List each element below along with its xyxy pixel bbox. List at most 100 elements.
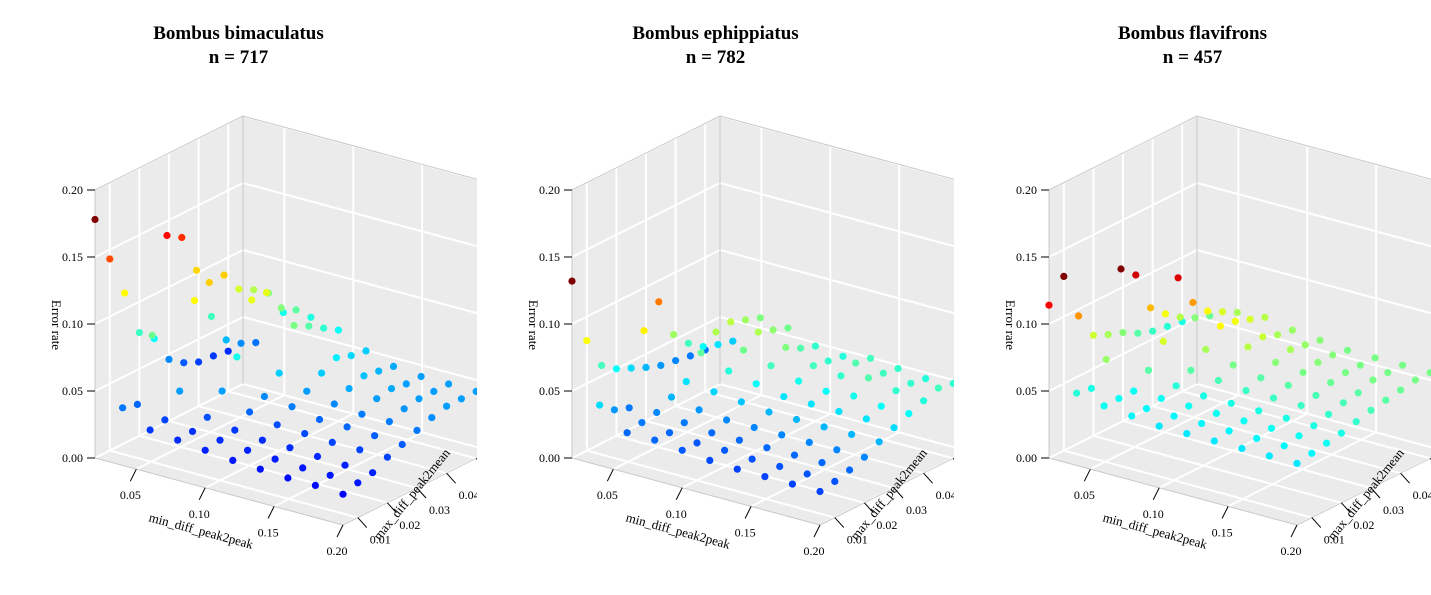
data-point xyxy=(1163,322,1171,330)
data-point xyxy=(846,466,854,474)
data-point xyxy=(1301,341,1309,349)
data-point xyxy=(1274,331,1282,339)
data-point xyxy=(1189,298,1197,307)
data-point xyxy=(750,423,758,432)
gridline xyxy=(1122,420,1372,489)
gridline xyxy=(719,316,954,382)
data-point xyxy=(672,357,680,365)
data-point xyxy=(1172,382,1180,390)
x-tick-label: 0.10 xyxy=(1143,507,1164,521)
data-point xyxy=(907,379,915,387)
data-point xyxy=(1155,422,1163,430)
x-tick xyxy=(198,487,206,501)
data-point xyxy=(347,352,355,360)
data-point xyxy=(292,306,300,314)
x-tick xyxy=(813,524,821,538)
data-point xyxy=(402,380,410,388)
data-point xyxy=(1075,312,1083,320)
data-point xyxy=(568,277,576,285)
data-point xyxy=(934,384,942,392)
gridline xyxy=(719,383,954,449)
y-tick-label: 0.04 xyxy=(459,488,477,502)
z-tick-label: 0.10 xyxy=(1016,317,1037,331)
y-tick xyxy=(357,517,368,528)
data-point xyxy=(877,402,885,410)
x-tick xyxy=(1290,524,1298,538)
chart-title: Bombus ephippiatus n = 782 xyxy=(477,22,954,70)
y-tick-label: 0.03 xyxy=(1383,503,1404,517)
data-point xyxy=(178,233,186,242)
data-point xyxy=(1218,308,1227,316)
data-point xyxy=(176,387,184,395)
data-point xyxy=(706,456,714,464)
data-point xyxy=(389,362,398,370)
data-point xyxy=(135,329,143,337)
data-point xyxy=(1102,355,1110,364)
data-point xyxy=(1144,366,1153,374)
data-point xyxy=(320,324,328,332)
data-point xyxy=(920,397,928,405)
data-point xyxy=(776,462,784,471)
data-point xyxy=(837,372,845,380)
species-title: Bombus flavifrons xyxy=(1117,23,1268,44)
data-point xyxy=(1246,315,1254,323)
data-point xyxy=(1411,376,1419,384)
data-point xyxy=(1225,427,1233,435)
gridline xyxy=(242,182,477,248)
z-axis-label: Error rate xyxy=(526,300,541,350)
data-point xyxy=(188,427,197,435)
data-point xyxy=(1130,387,1138,395)
data-point xyxy=(1265,452,1273,460)
box-edge xyxy=(1048,457,1298,526)
data-point xyxy=(358,410,366,418)
y-tick xyxy=(416,487,427,499)
gridline xyxy=(586,449,836,519)
data-point xyxy=(708,429,716,437)
z-axis-label: Error rate xyxy=(1003,300,1018,350)
gridline xyxy=(571,182,721,258)
data-point xyxy=(1312,391,1320,399)
data-point xyxy=(430,387,438,395)
data-point xyxy=(1128,412,1136,420)
data-point xyxy=(209,352,217,360)
x-tick-label: 0.15 xyxy=(258,525,279,539)
data-point xyxy=(1198,419,1206,428)
data-point xyxy=(723,416,731,424)
y-tick xyxy=(834,517,845,528)
y-tick xyxy=(1341,502,1351,514)
gridline xyxy=(1196,383,1431,449)
data-point xyxy=(598,361,606,370)
data-point xyxy=(203,413,211,421)
z-tick-label: 0.05 xyxy=(1016,384,1037,398)
data-point xyxy=(106,255,114,263)
data-point xyxy=(610,406,618,414)
data-point xyxy=(262,289,271,297)
data-point xyxy=(1229,361,1237,369)
z-tick-label: 0.15 xyxy=(62,250,83,264)
x-tick xyxy=(606,468,614,482)
data-point xyxy=(596,401,604,409)
data-point xyxy=(1214,376,1222,385)
data-point xyxy=(133,400,141,408)
data-point xyxy=(1325,410,1333,418)
data-point xyxy=(1341,369,1350,377)
data-point xyxy=(371,432,379,440)
data-point xyxy=(1087,384,1095,392)
data-point xyxy=(326,471,334,479)
x-tick-label: 0.10 xyxy=(189,507,210,521)
data-point xyxy=(1343,346,1352,354)
data-point xyxy=(457,395,465,403)
x-tick-label: 0.15 xyxy=(1212,525,1233,539)
gridline xyxy=(719,249,954,315)
data-point xyxy=(220,271,228,279)
data-point xyxy=(695,406,703,414)
box-edge xyxy=(242,115,477,180)
data-point xyxy=(1210,437,1218,445)
data-point xyxy=(193,266,201,274)
data-point xyxy=(1356,361,1364,369)
data-point xyxy=(670,331,678,339)
chart-panel-2: Bombus ephippiatus n = 782 0.00 0.05 0.10 0… xyxy=(477,0,954,595)
data-point xyxy=(1371,354,1379,362)
data-point xyxy=(756,314,764,322)
data-point xyxy=(1060,272,1068,280)
